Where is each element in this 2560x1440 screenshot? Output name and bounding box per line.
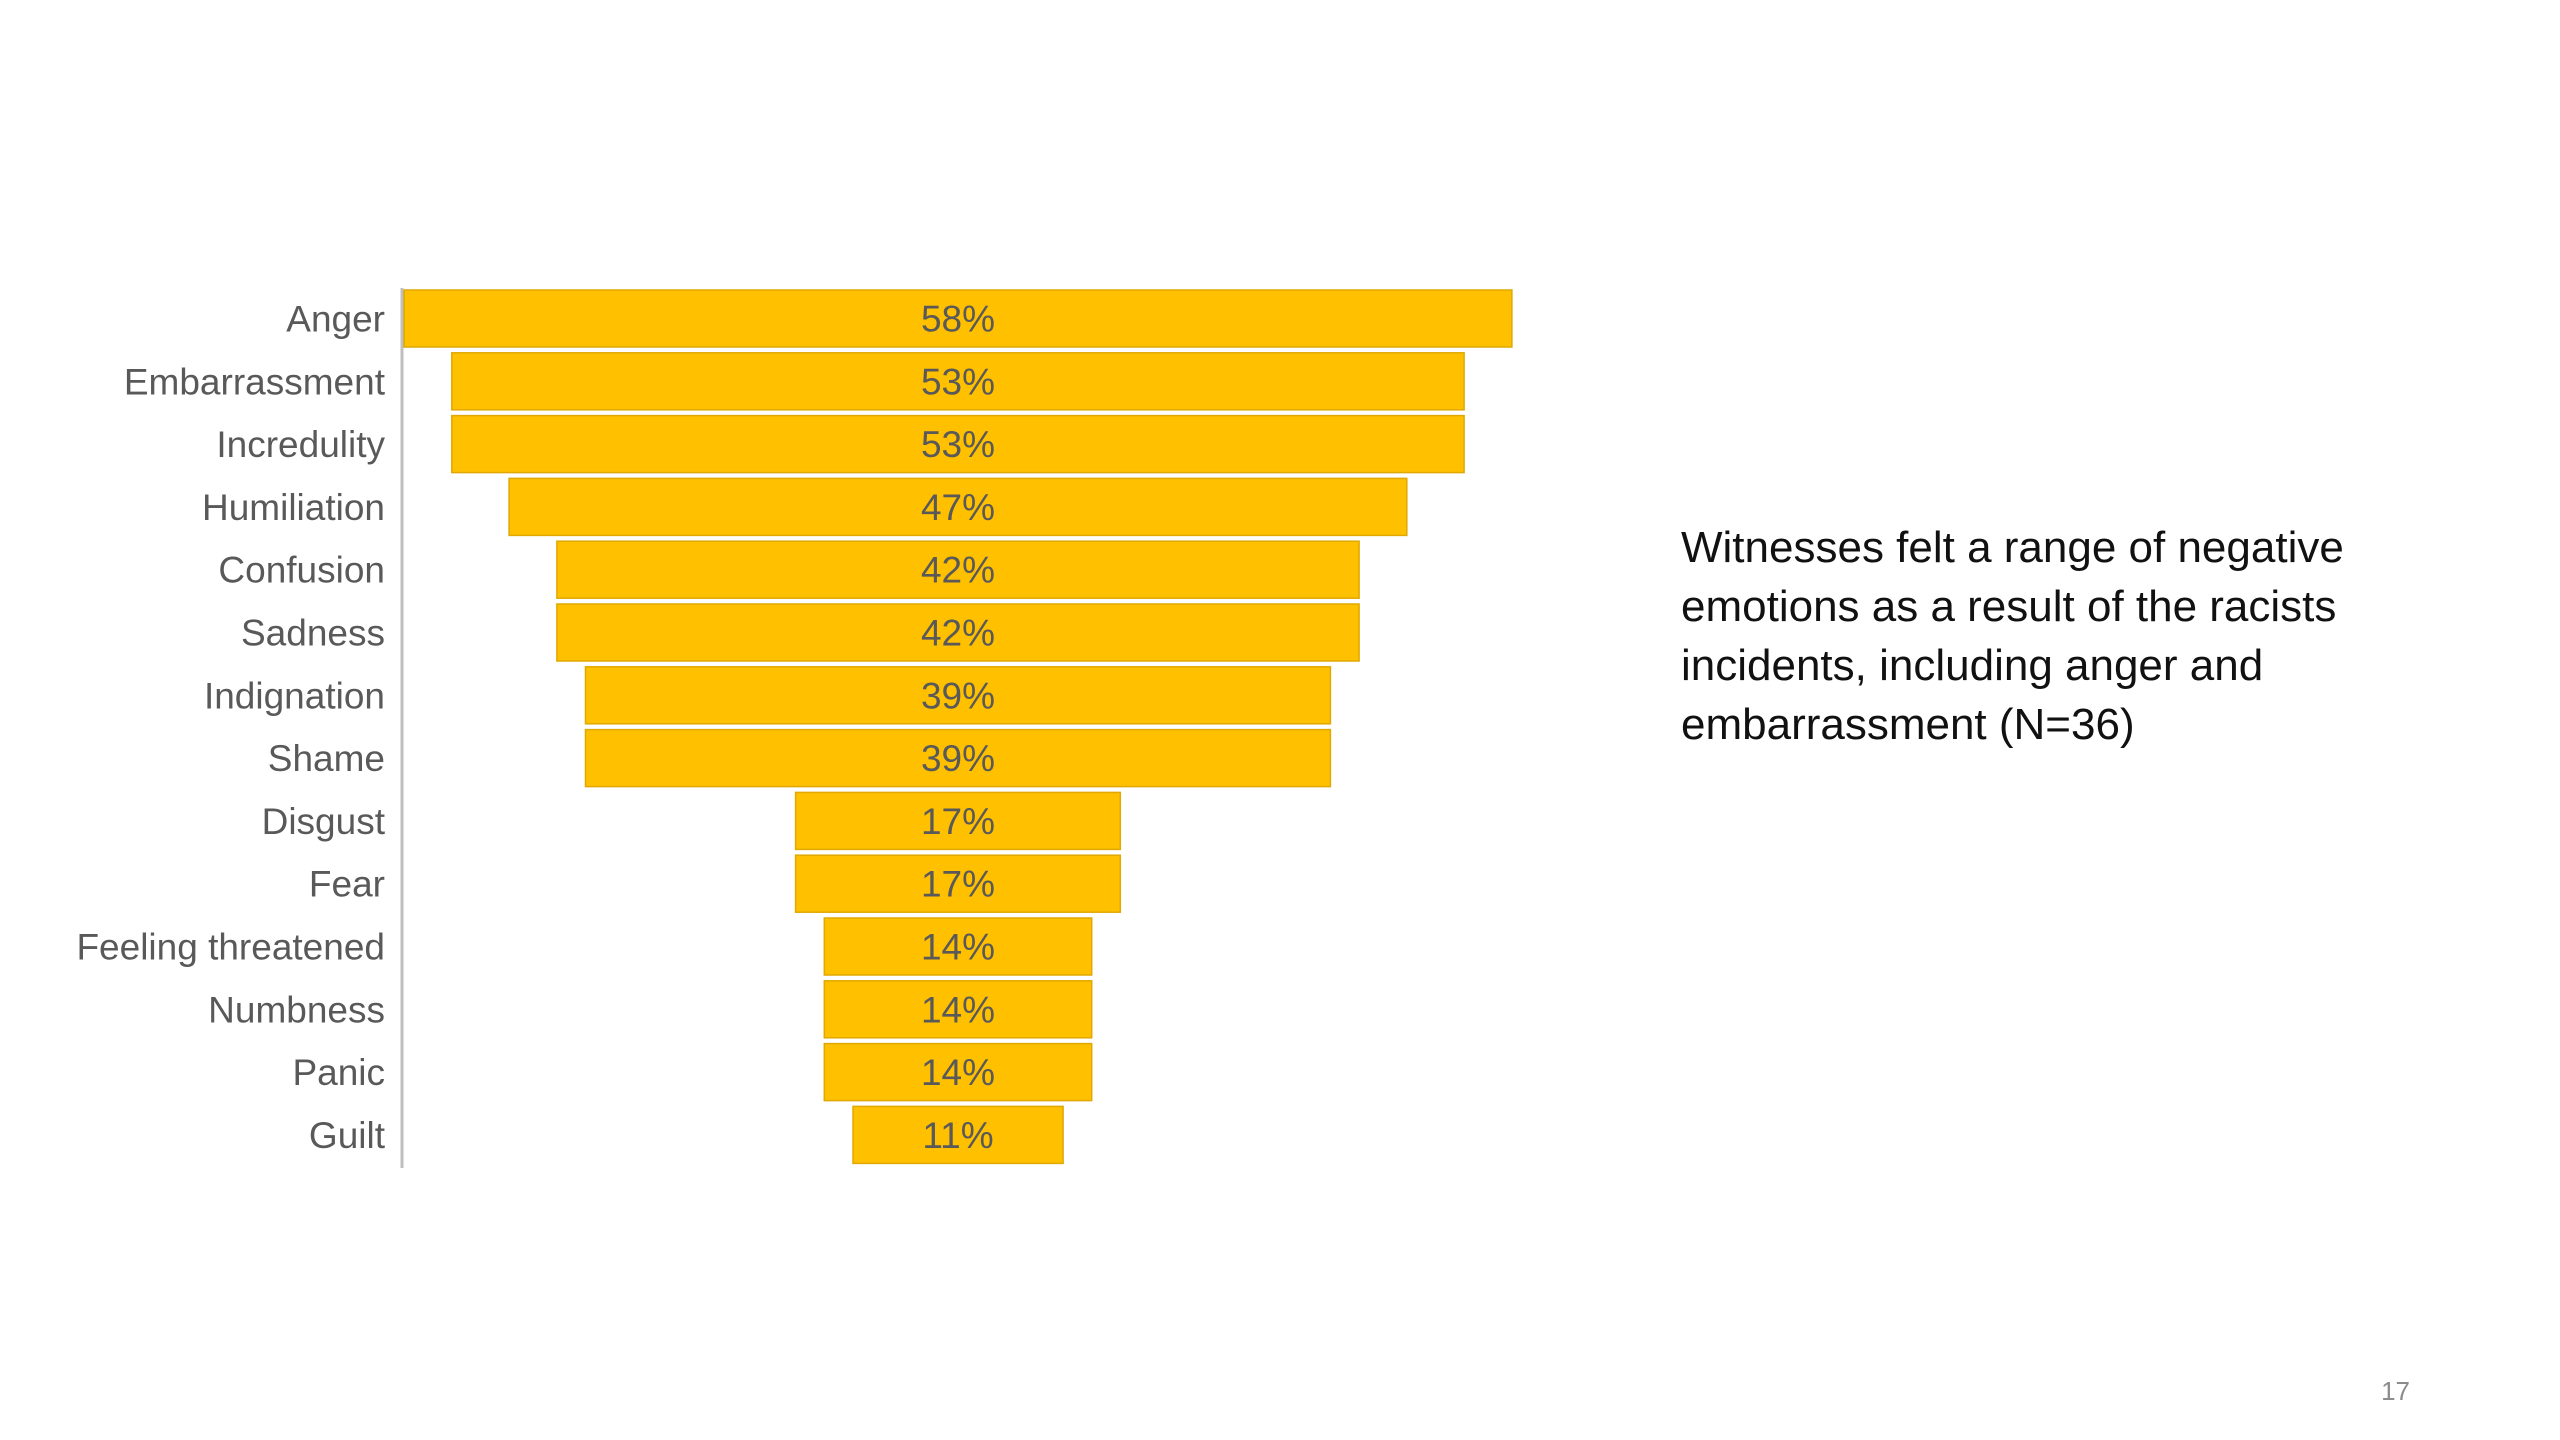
category-label-sadness: Sadness [241, 613, 385, 654]
category-label-incredulity: Incredulity [216, 424, 385, 465]
bar-panic [823, 1042, 1093, 1102]
category-label-panic: Panic [292, 1052, 385, 1093]
value-label-shame: 39% [921, 738, 995, 779]
bar-shame [584, 728, 1332, 788]
category-label-confusion: Confusion [218, 550, 385, 591]
value-label-sadness: 42% [921, 613, 995, 654]
value-label-feeling-threatened: 14% [921, 927, 995, 968]
bar-guilt [852, 1105, 1064, 1165]
bar-disgust [794, 791, 1122, 851]
bar-feeling-threatened [823, 917, 1093, 976]
category-label-anger: Anger [286, 299, 385, 340]
category-label-disgust: Disgust [262, 801, 386, 842]
bar-fear [794, 854, 1122, 913]
value-label-panic: 14% [921, 1052, 995, 1093]
value-label-numbness: 14% [921, 989, 995, 1030]
bar-embarrassment [451, 352, 1465, 411]
value-label-embarrassment: 53% [921, 361, 995, 402]
category-label-numbness: Numbness [208, 989, 385, 1030]
bar-anger [403, 289, 1513, 348]
category-labels-group: Anger Embarrassment Incredulity Humiliation… [76, 299, 385, 1156]
bar-indignation [584, 666, 1332, 725]
value-label-confusion: 42% [921, 550, 995, 591]
slide-caption: Witnesses felt a range of negative emoti… [1681, 523, 2344, 749]
value-label-incredulity: 53% [921, 424, 995, 465]
value-label-indignation: 39% [921, 675, 995, 716]
value-label-disgust: 17% [921, 801, 995, 842]
category-label-humiliation: Humiliation [202, 487, 385, 528]
value-label-anger: 58% [921, 299, 995, 340]
category-label-guilt: Guilt [309, 1115, 386, 1156]
value-label-humiliation: 47% [921, 487, 995, 528]
category-label-feeling-threatened: Feeling threatened [76, 927, 385, 968]
bar-humiliation [508, 477, 1408, 537]
bar-numbness [823, 980, 1093, 1039]
category-label-embarrassment: Embarrassment [124, 361, 386, 402]
bar-incredulity [451, 414, 1465, 474]
category-label-fear: Fear [309, 864, 385, 905]
bar-sadness [556, 603, 1360, 662]
bar-confusion [556, 540, 1360, 599]
page-number: 17 [2381, 1376, 2410, 1406]
funnel-chart: Anger Embarrassment Incredulity Humiliation… [76, 288, 1513, 1168]
value-label-fear: 17% [921, 864, 995, 905]
value-labels-group: 58% 53% 53% 47% 42% 42% 39% 39% 17% 17% 14% 14% 14% 1… [921, 299, 995, 1156]
category-label-shame: Shame [268, 738, 385, 779]
value-label-guilt: 11% [922, 1115, 993, 1156]
bars-group [403, 289, 1513, 1165]
category-label-indignation: Indignation [204, 675, 385, 716]
